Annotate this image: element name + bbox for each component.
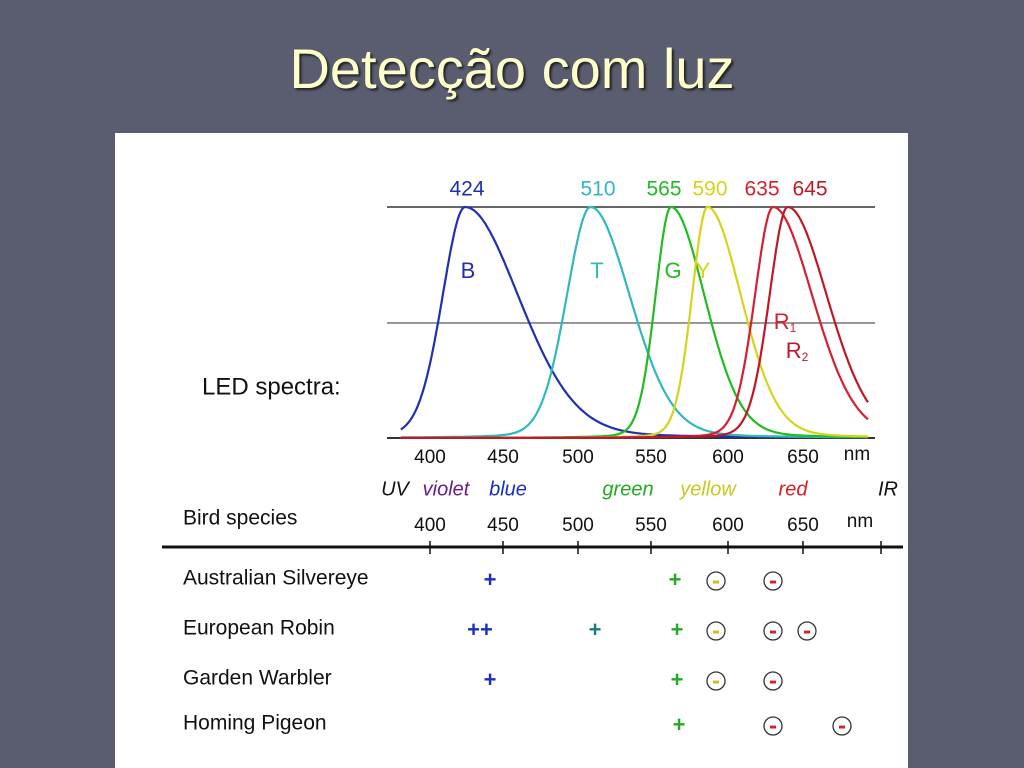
spectrum-curve bbox=[400, 205, 868, 439]
minus-sign: - bbox=[838, 712, 846, 739]
curve-letter: R2 bbox=[786, 338, 809, 364]
table-tick: 600 bbox=[712, 515, 744, 536]
band-label: green bbox=[602, 478, 653, 500]
letter: T bbox=[590, 258, 603, 283]
table-tick: 450 bbox=[487, 515, 519, 536]
spectrum-tick: 400 bbox=[414, 447, 446, 468]
minus-sign: - bbox=[803, 617, 811, 644]
minus-sign: - bbox=[712, 567, 720, 594]
letter: B bbox=[461, 258, 476, 283]
circle-mark bbox=[706, 621, 726, 641]
band-label: violet bbox=[423, 478, 471, 500]
band-label: yellow bbox=[678, 478, 737, 500]
spectrum-curve bbox=[400, 205, 869, 439]
curve-letter: T bbox=[590, 258, 603, 283]
plus-sign: + bbox=[673, 712, 686, 737]
curve-letter: G bbox=[664, 258, 681, 283]
plus-sign: + bbox=[484, 667, 497, 692]
circle-mark bbox=[763, 671, 783, 691]
plus-sign: + bbox=[589, 617, 602, 642]
table-tick: 650 bbox=[787, 515, 819, 536]
plus-sign: + bbox=[484, 567, 497, 592]
circle-mark bbox=[706, 571, 726, 591]
minus-sign: - bbox=[769, 567, 777, 594]
letter: G bbox=[664, 258, 681, 283]
curve-letter: B bbox=[461, 258, 476, 283]
spectra-label: LED spectra: bbox=[202, 373, 341, 400]
bird-name: Garden Warbler bbox=[183, 667, 332, 690]
letter: Y bbox=[696, 258, 711, 283]
letter: R bbox=[786, 338, 802, 363]
curve-letter: Y bbox=[696, 258, 711, 283]
bird-name: European Robin bbox=[183, 617, 335, 640]
peak-label: 424 bbox=[449, 178, 484, 201]
bird-name: Australian Silvereye bbox=[183, 567, 369, 590]
band-label: UV bbox=[381, 478, 410, 500]
minus-sign: - bbox=[712, 617, 720, 644]
table-tick: 550 bbox=[635, 515, 667, 536]
table-header: Bird species bbox=[183, 507, 297, 530]
minus-sign: - bbox=[769, 667, 777, 694]
plus-sign: + bbox=[671, 667, 684, 692]
band-label: red bbox=[779, 478, 809, 500]
circle-mark bbox=[797, 621, 817, 641]
spectrum-tick: 600 bbox=[712, 447, 744, 468]
peak-label: 590 bbox=[692, 178, 727, 201]
slide-title: Detecção com luz bbox=[289, 37, 735, 100]
peak-label: 635 bbox=[744, 178, 779, 201]
circle-mark bbox=[832, 716, 852, 736]
circle-mark bbox=[706, 671, 726, 691]
letter: R bbox=[774, 309, 790, 334]
minus-sign: - bbox=[712, 667, 720, 694]
circle-mark bbox=[763, 716, 783, 736]
table-unit: nm bbox=[847, 511, 873, 532]
minus-sign: - bbox=[769, 712, 777, 739]
subscript: 1 bbox=[790, 321, 797, 335]
spectrum-tick: 550 bbox=[635, 447, 667, 468]
spectrum-unit: nm bbox=[844, 444, 870, 465]
spectrum-tick: 450 bbox=[487, 447, 519, 468]
plus-sign: ++ bbox=[467, 617, 493, 642]
spectrum-tick: 500 bbox=[562, 447, 594, 468]
peak-label: 510 bbox=[580, 178, 615, 201]
figure-panel bbox=[115, 133, 908, 768]
circle-mark bbox=[763, 621, 783, 641]
band-label: blue bbox=[489, 478, 527, 500]
plus-sign: + bbox=[671, 617, 684, 642]
bird-name: Homing Pigeon bbox=[183, 712, 327, 735]
peak-label: 565 bbox=[646, 178, 681, 201]
band-label: IR bbox=[878, 478, 898, 500]
plus-sign: + bbox=[669, 567, 682, 592]
circle-mark bbox=[763, 571, 783, 591]
table-tick: 400 bbox=[414, 515, 446, 536]
peak-label: 645 bbox=[792, 178, 827, 201]
spectrum-tick: 650 bbox=[787, 447, 819, 468]
table-tick: 500 bbox=[562, 515, 594, 536]
curve-letter: R1 bbox=[774, 309, 797, 335]
minus-sign: - bbox=[769, 617, 777, 644]
subscript: 2 bbox=[802, 350, 809, 364]
